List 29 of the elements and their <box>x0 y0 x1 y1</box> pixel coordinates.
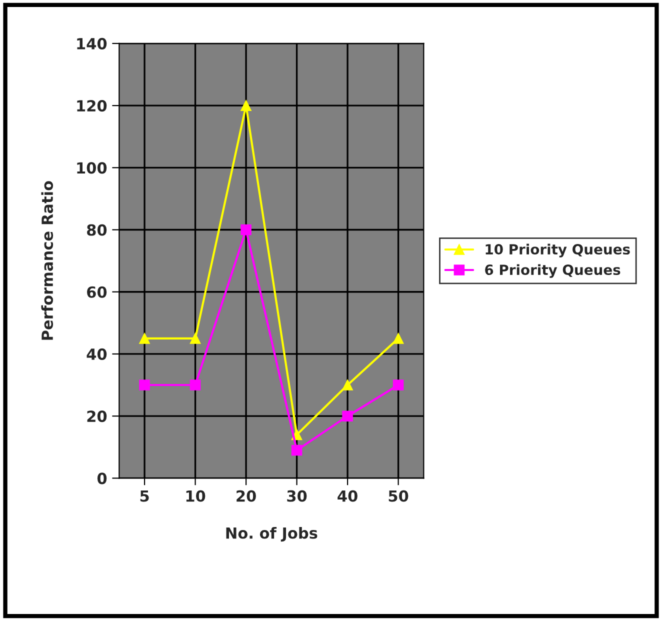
y-axis-title: Performance Ratio <box>41 181 54 340</box>
point <box>139 380 150 390</box>
point <box>190 380 201 390</box>
point <box>291 444 302 456</box>
point <box>392 380 404 390</box>
x-axis-title: No. of Jobs <box>226 526 318 542</box>
legend-label: 6 Priority Queues <box>485 264 620 278</box>
y-tick-label: 140 <box>77 38 107 50</box>
x-tick-label: 20 <box>236 490 256 502</box>
x-tick-label: 5 <box>140 490 149 502</box>
x-tick-label: 30 <box>287 490 307 502</box>
point <box>342 380 353 390</box>
point <box>139 333 150 344</box>
y-tick-label: 0 <box>97 472 107 484</box>
legend-label: 10 Priority Queues <box>486 244 630 258</box>
y-tick-label: 40 <box>86 348 107 360</box>
y-tick-label: 120 <box>77 100 107 112</box>
y-tick-label: 100 <box>77 162 107 174</box>
y-tick-label: 60 <box>87 286 107 298</box>
point <box>342 410 353 422</box>
x-tick-label: 10 <box>186 490 206 502</box>
y-tick-label: 20 <box>87 410 107 422</box>
point <box>240 224 252 236</box>
x-tick-label: 40 <box>338 490 358 502</box>
y-tick-label: 80 <box>87 224 107 236</box>
point <box>190 333 201 344</box>
point <box>240 100 252 111</box>
point <box>392 333 404 344</box>
x-tick-label: 50 <box>388 490 408 502</box>
